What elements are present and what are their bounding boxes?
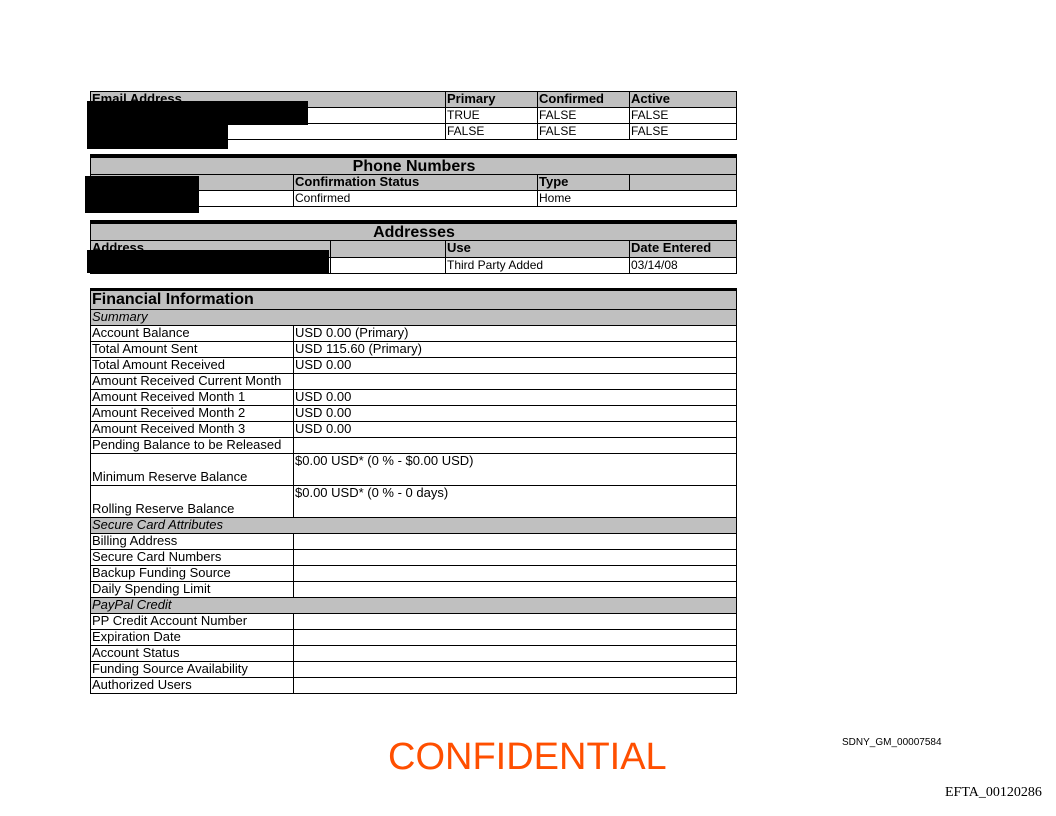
field-label: Account Status [90,645,294,662]
field-label: Total Amount Sent [90,341,294,358]
table-cell: FALSE [629,107,737,124]
field-value: USD 0.00 (Primary) [293,325,737,342]
field-value: USD 0.00 [293,357,737,374]
field-value [293,581,737,598]
field-label: Amount Received Month 2 [90,405,294,422]
column-header: Active [629,91,737,108]
column-header: Type [537,174,630,191]
bates-number: SDNY_GM_00007584 [842,737,942,748]
field-label: Backup Funding Source [90,565,294,582]
table-cell: Confirmed [293,190,538,207]
redaction-box [85,176,199,213]
field-value: USD 0.00 [293,421,737,438]
field-value [293,661,737,678]
field-value [293,373,737,390]
field-label: Minimum Reserve Balance [90,453,294,486]
column-header: Confirmation Status [293,174,538,191]
table-cell: Home [537,190,737,207]
field-value [293,437,737,454]
table-cell: FALSE [537,123,630,140]
divider [90,220,737,223]
field-label: Total Amount Received [90,357,294,374]
field-value: USD 0.00 [293,389,737,406]
table-cell: TRUE [445,107,538,124]
subsection-header: Secure Card Attributes [90,517,737,534]
field-label: PP Credit Account Number [90,613,294,630]
field-label: Account Balance [90,325,294,342]
redaction-box [87,125,228,149]
redaction-box [87,101,308,125]
redaction-box [87,250,329,273]
column-header: Primary [445,91,538,108]
table-cell: Third Party Added [445,257,630,274]
section-title: Addresses [90,223,737,241]
field-label: Funding Source Availability [90,661,294,678]
field-label: Authorized Users [90,677,294,694]
field-label: Rolling Reserve Balance [90,485,294,518]
divider [90,288,737,291]
subsection-header: Summary [90,309,737,326]
field-value: $0.00 USD* (0 % - $0.00 USD) [293,453,737,486]
field-label: Billing Address [90,533,294,550]
table-cell: FALSE [445,123,538,140]
field-value [293,629,737,646]
column-header: Date Entered [629,240,737,258]
efta-number: EFTA_00120286 [945,785,1042,800]
divider [90,154,737,157]
column-header: Confirmed [537,91,630,108]
field-value [293,565,737,582]
field-value: USD 0.00 [293,405,737,422]
field-label: Daily Spending Limit [90,581,294,598]
field-label: Expiration Date [90,629,294,646]
table-cell: FALSE [537,107,630,124]
field-value: USD 115.60 (Primary) [293,341,737,358]
field-value [293,613,737,630]
field-value [293,549,737,566]
confidential-stamp: CONFIDENTIAL [388,736,667,778]
column-header: Use [445,240,630,258]
field-label: Amount Received Month 3 [90,421,294,438]
field-label: Pending Balance to be Released [90,437,294,454]
table-cell [330,257,446,274]
field-value [293,645,737,662]
section-title: Phone Numbers [90,157,737,175]
field-label: Amount Received Current Month [90,373,294,390]
column-header [330,240,446,258]
subsection-header: PayPal Credit [90,597,737,614]
field-value: $0.00 USD* (0 % - 0 days) [293,485,737,518]
column-header [629,174,737,191]
field-value [293,677,737,694]
field-label: Amount Received Month 1 [90,389,294,406]
section-title: Financial Information [90,290,737,310]
table-cell: FALSE [629,123,737,140]
table-cell: 03/14/08 [629,257,737,274]
field-value [293,533,737,550]
field-label: Secure Card Numbers [90,549,294,566]
